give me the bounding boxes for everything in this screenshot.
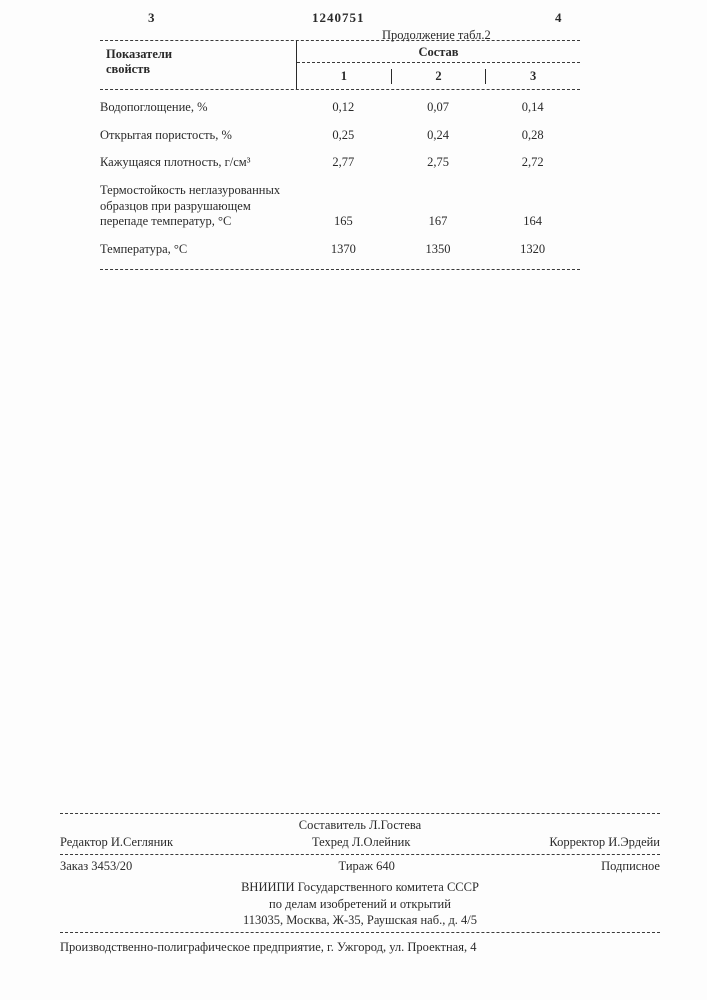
table-header-left-line1: Показатели — [106, 47, 172, 61]
table-header-col-2: 2 — [391, 69, 486, 84]
table-row: Термостойкость неглазурованных образцов … — [100, 183, 580, 230]
row-label: Открытая пористость, % — [100, 128, 296, 144]
row-cells: 0,25 0,24 0,28 — [296, 128, 580, 143]
footer-corrector: Корректор И.Эрдейи — [549, 834, 660, 851]
row-cell: 0,14 — [485, 100, 580, 115]
row-cell: 2,75 — [391, 155, 486, 170]
row-cell: 1370 — [296, 242, 391, 257]
footer-org-addr: 113035, Москва, Ж-35, Раушская наб., д. … — [60, 912, 660, 929]
table-header-left-label: Показатели свойств — [100, 41, 296, 89]
table-header-col-3: 3 — [485, 69, 580, 84]
row-cell: 2,77 — [296, 155, 391, 170]
row-label: Термостойкость неглазурованных образцов … — [100, 183, 296, 230]
row-cell: 2,72 — [485, 155, 580, 170]
row-cell: 1350 — [391, 242, 486, 257]
row-cell: 0,25 — [296, 128, 391, 143]
footer-order-row: Заказ 3453/20 Тираж 640 Подписное — [60, 858, 660, 875]
row-label: Температура, °С — [100, 242, 296, 258]
table-row: Кажущаяся плотность, г/см³ 2,77 2,75 2,7… — [100, 155, 580, 171]
row-label: Водопоглощение, % — [100, 100, 296, 116]
row-cell: 0,28 — [485, 128, 580, 143]
table-header-col-1: 1 — [297, 69, 391, 84]
row-label: Кажущаяся плотность, г/см³ — [100, 155, 296, 171]
row-cell: 1320 — [485, 242, 580, 257]
properties-table: Показатели свойств Состав 1 2 3 Водопогл… — [100, 40, 580, 270]
row-cell: 0,12 — [296, 100, 391, 115]
footer-order: Заказ 3453/20 — [60, 858, 132, 875]
table-header-rule — [100, 89, 580, 90]
row-cells: 2,77 2,75 2,72 — [296, 155, 580, 170]
footer-rule-1 — [60, 813, 660, 814]
document-number: 1240751 — [312, 10, 365, 26]
page-root: 3 1240751 4 Продолжение табл.2 Показател… — [0, 0, 707, 1000]
table-body: Водопоглощение, % 0,12 0,07 0,14 Открыта… — [100, 100, 580, 257]
footer-techred: Техред Л.Олейник — [312, 834, 410, 851]
row-cell: 165 — [296, 214, 391, 229]
footer-printer: Производственно-полиграфическое предприя… — [60, 939, 660, 956]
imprint-footer: Составитель Л.Гостева Редактор И.Сегляни… — [60, 810, 660, 956]
footer-org-line2: по делам изобретений и открытий — [60, 896, 660, 913]
row-cells: 165 167 164 — [296, 214, 580, 230]
table-header-left-line2: свойств — [106, 62, 150, 76]
table-header-group-label: Состав — [297, 41, 580, 63]
table-bottom-rule — [100, 269, 580, 270]
row-cell: 167 — [391, 214, 486, 229]
footer-compiler: Составитель Л.Гостева — [60, 817, 660, 834]
row-cells: 1370 1350 1320 — [296, 242, 580, 257]
table-row: Открытая пористость, % 0,25 0,24 0,28 — [100, 128, 580, 144]
row-cells: 0,12 0,07 0,14 — [296, 100, 580, 115]
column-number-left: 3 — [148, 10, 155, 26]
table-header-row: Показатели свойств Состав 1 2 3 — [100, 41, 580, 89]
table-row: Температура, °С 1370 1350 1320 — [100, 242, 580, 258]
footer-editor: Редактор И.Сегляник — [60, 834, 173, 851]
footer-credits-row: Редактор И.Сегляник Техред Л.Олейник Кор… — [60, 834, 660, 851]
footer-circulation: Тираж 640 — [339, 858, 395, 875]
row-cell: 0,07 — [391, 100, 486, 115]
footer-subscription: Подписное — [601, 858, 660, 875]
footer-org-line1: ВНИИПИ Государственного комитета СССР — [60, 879, 660, 896]
row-cell: 0,24 — [391, 128, 486, 143]
table-header-right: Состав 1 2 3 — [296, 41, 580, 89]
table-row: Водопоглощение, % 0,12 0,07 0,14 — [100, 100, 580, 116]
column-number-right: 4 — [555, 10, 562, 26]
footer-rule-3 — [60, 932, 660, 933]
table-header-columns: 1 2 3 — [297, 63, 580, 89]
row-cell: 164 — [485, 214, 580, 229]
footer-org: ВНИИПИ Государственного комитета СССР по… — [60, 879, 660, 930]
footer-rule-2 — [60, 854, 660, 855]
